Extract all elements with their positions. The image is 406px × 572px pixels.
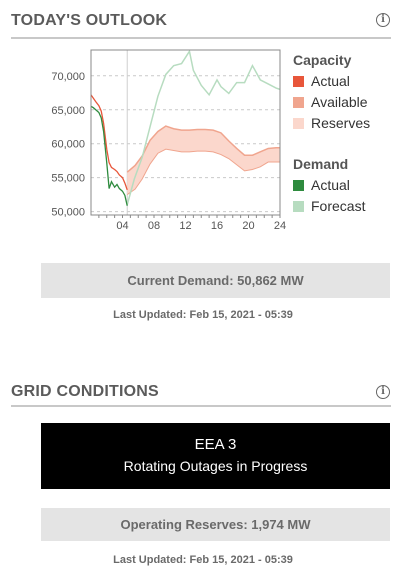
y-tick-label: 60,000 — [51, 139, 85, 151]
grid-divider — [11, 405, 391, 407]
outlook-title: TODAY'S OUTLOOK — [11, 12, 168, 29]
x-tick-label: 04 — [116, 220, 128, 232]
info-icon[interactable]: i — [376, 13, 390, 27]
outlook-last-updated: Last Updated: Feb 15, 2021 - 05:39 — [113, 309, 293, 321]
reserves-band — [127, 126, 280, 195]
x-tick-label: 16 — [211, 220, 223, 232]
legend-demand-forecast-label: Forecast — [311, 198, 366, 214]
y-tick-label: 65,000 — [51, 105, 85, 117]
grid-title: GRID CONDITIONS — [11, 383, 159, 400]
operating-reserves-bar: Operating Reserves: 1,974 MW — [41, 508, 390, 541]
available-line — [126, 125, 280, 173]
legend-demand-title: Demand — [293, 156, 348, 172]
y-tick-label: 70,000 — [51, 71, 85, 83]
legend-demand-actual-swatch — [293, 180, 304, 191]
legend-demand-forecast-swatch — [293, 201, 304, 212]
legend-capacity-title: Capacity — [293, 52, 352, 68]
capacity-actual-line — [90, 94, 128, 191]
demand-actual-line — [90, 105, 128, 206]
info-icon[interactable]: i — [376, 385, 390, 399]
legend-capacity-available-label: Available — [311, 94, 368, 110]
legend-capacity-actual-label: Actual — [311, 73, 350, 89]
legend-capacity-available-swatch — [293, 97, 304, 108]
x-tick-label: 20 — [242, 220, 254, 232]
x-tick-label: 12 — [179, 220, 191, 232]
reserves-lower-line — [126, 148, 280, 196]
y-tick-label: 55,000 — [51, 173, 85, 185]
alert-level: EEA 3 — [194, 436, 237, 453]
grid-alert-box: EEA 3 Rotating Outages in Progress — [41, 423, 390, 489]
outlook-divider — [11, 37, 391, 39]
outlook-chart: 50,000 55,000 60,000 65,000 70,000 04 08 12 16 20… — [51, 49, 370, 232]
x-tick-label: 08 — [148, 220, 160, 232]
alert-message: Rotating Outages in Progress — [123, 458, 308, 474]
demand-forecast-line — [126, 49, 281, 206]
legend-capacity-reserves-swatch — [293, 118, 304, 129]
legend-capacity-reserves-label: Reserves — [311, 115, 370, 131]
y-tick-label: 50,000 — [51, 207, 85, 219]
x-tick-label: 24 — [274, 220, 286, 232]
legend-demand-actual-label: Actual — [311, 177, 350, 193]
legend-capacity-actual-swatch — [293, 76, 304, 87]
grid-last-updated: Last Updated: Feb 15, 2021 - 05:39 — [113, 554, 293, 566]
current-demand-bar: Current Demand: 50,862 MW — [41, 263, 390, 298]
